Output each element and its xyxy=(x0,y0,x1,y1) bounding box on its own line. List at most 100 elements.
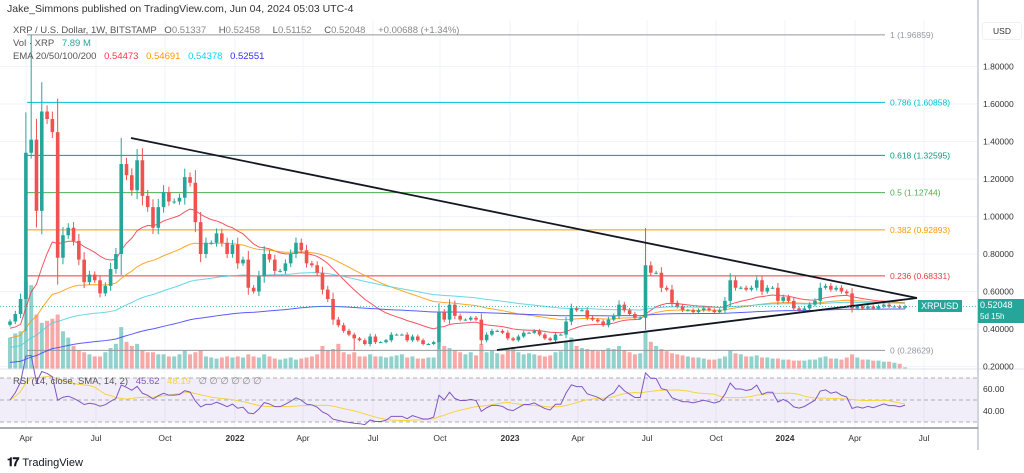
symbol-tag: XRPUSD xyxy=(918,300,962,312)
volume-bar xyxy=(288,357,293,369)
volume-bar xyxy=(754,355,759,369)
volume-bar xyxy=(521,354,526,369)
time-tick-label: Apr xyxy=(571,433,584,443)
volume-bar xyxy=(267,356,272,369)
candle-body xyxy=(765,287,770,292)
price-tick-label: 0.40000 xyxy=(983,324,1014,334)
volume-bar xyxy=(865,359,870,369)
candle-body xyxy=(707,308,711,311)
volume-bar xyxy=(474,355,479,369)
candle-body xyxy=(823,285,828,288)
ema100-line xyxy=(9,272,906,348)
volume-bar xyxy=(108,348,113,369)
volume-bar xyxy=(775,358,780,369)
volume-bar xyxy=(738,354,743,369)
currency-button[interactable]: USD xyxy=(982,22,1022,40)
candle-body xyxy=(278,270,282,272)
rsi-na-values: ∅ ∅ ∅ ∅ ∅ ∅ xyxy=(198,376,262,387)
candle-body xyxy=(617,304,621,316)
candle-body xyxy=(415,336,420,341)
candle-body xyxy=(34,139,39,211)
ema50-value: 0.54691 xyxy=(146,51,181,62)
high-label: H xyxy=(218,25,226,36)
candle-body xyxy=(675,302,680,307)
volume-bar xyxy=(707,359,712,369)
footer-branding[interactable]: 𝟏𝟕 TradingView xyxy=(7,455,83,470)
candle-body xyxy=(807,304,812,309)
volume-bar xyxy=(717,358,722,369)
tradingview-logo-icon: 𝟏𝟕 xyxy=(7,455,19,469)
volume-bar xyxy=(50,318,55,369)
candle-body xyxy=(611,315,616,320)
volume-bar xyxy=(225,356,230,369)
volume-bar xyxy=(436,341,441,369)
candle-body xyxy=(670,289,674,303)
volume-bar xyxy=(230,357,235,369)
volume-bar xyxy=(145,352,150,369)
candle-body xyxy=(103,285,108,294)
candle-body xyxy=(230,244,235,254)
volume-bar xyxy=(627,352,632,369)
volume-bar xyxy=(526,353,531,369)
volume-bar xyxy=(283,358,288,369)
candle-body xyxy=(262,254,267,277)
candle-body xyxy=(320,272,325,290)
volume-bar xyxy=(182,350,187,369)
low-value: 0.51152 xyxy=(277,25,312,36)
ema-legend[interactable]: EMA 20/50/100/200 0.54473 0.54691 0.5437… xyxy=(13,51,269,62)
candle-body xyxy=(8,321,12,325)
volume-bar xyxy=(781,359,786,369)
candle-body xyxy=(728,280,733,301)
volume-bar xyxy=(161,354,166,369)
candle-body xyxy=(151,207,155,228)
candle-body xyxy=(490,330,494,335)
candle-body xyxy=(458,315,462,320)
candle-body xyxy=(717,310,722,313)
candle-body xyxy=(463,319,468,321)
volume-bar xyxy=(87,354,92,369)
volume-bar xyxy=(235,356,240,369)
candle-body xyxy=(373,336,378,343)
price-tick-label: 1.60000 xyxy=(983,99,1014,109)
candle-body xyxy=(516,336,521,341)
candle-body xyxy=(521,332,526,337)
candle-body xyxy=(55,132,60,258)
volume-bar xyxy=(733,353,738,369)
rsi-legend[interactable]: RSI (14, close, SMA, 14, 2) 45.62 48.19 … xyxy=(13,376,266,387)
rsi-sma-line xyxy=(9,376,906,422)
volume-bar xyxy=(537,355,542,369)
symbol-title[interactable]: XRP / U.S. Dollar, 1W, BITSTAMP xyxy=(13,25,157,36)
volume-bar xyxy=(484,352,489,369)
time-tick-label: 2022 xyxy=(226,433,245,443)
volume-bar xyxy=(331,349,336,369)
volume-bar xyxy=(903,367,907,369)
candle-body xyxy=(204,242,208,254)
volume-bar xyxy=(855,357,860,369)
candle-body xyxy=(527,332,531,334)
candle-body xyxy=(723,300,727,311)
volume-bar xyxy=(638,353,643,369)
time-tick-label: Jul xyxy=(91,433,102,443)
candle-body xyxy=(474,317,478,320)
volume-bar xyxy=(140,350,145,369)
triangle-lower-trendline xyxy=(496,297,918,351)
candle-body xyxy=(352,334,357,339)
volume-bar xyxy=(458,352,463,369)
candle-body xyxy=(903,306,907,308)
candle-body xyxy=(257,276,261,292)
volume-bar xyxy=(468,352,473,369)
fib-label-0.236: 0.236 (0.68331) xyxy=(890,271,950,281)
candle-body xyxy=(633,314,637,318)
rsi-value: 45.62 xyxy=(135,376,160,387)
volume-bar xyxy=(8,337,12,369)
candle-body xyxy=(770,287,775,289)
candle-body xyxy=(177,197,182,202)
candle-body xyxy=(479,319,484,341)
volume-bar xyxy=(579,348,584,369)
volume-legend[interactable]: Vol · XRP 7.89 M xyxy=(13,38,96,49)
volume-bar xyxy=(564,341,569,369)
candle-body xyxy=(182,177,187,198)
volume-bar xyxy=(659,349,664,369)
candle-body xyxy=(66,227,71,236)
